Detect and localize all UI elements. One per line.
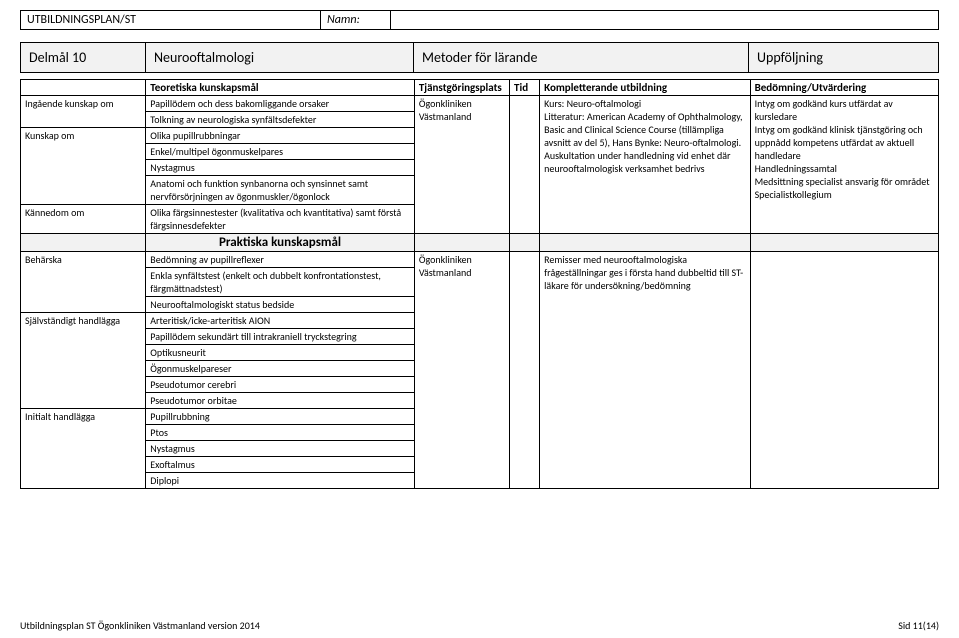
text: Remisser med neurooftalmologiska frågest… (544, 253, 743, 292)
hdr-tjanst: Tjänstgöringsplats (414, 80, 509, 96)
main-table: Teoretiska kunskapsmål Tjänstgöringsplat… (20, 79, 939, 489)
cell-d (510, 96, 540, 234)
cell-c: Ögonkliniken Västmanland (414, 96, 509, 234)
cell-b: Tolkning av neurologiska synfältsdefekte… (146, 112, 415, 128)
text: Litteratur: American Academy of Ophthalm… (544, 110, 742, 149)
band-delmal: Delmål 10 (21, 43, 146, 72)
hdr-kompl: Kompletterande utbildning (540, 80, 750, 96)
cell-b: Pupillrubbning (146, 409, 415, 425)
cell-b: Exoftalmus (146, 457, 415, 473)
text: Ögonkliniken (419, 253, 472, 266)
cell-b: Arteritisk/icke-arteritisk AION (146, 313, 415, 329)
text: Västmanland (419, 110, 472, 123)
footer-left: Utbildningsplan ST Ögonkliniken Västmanl… (20, 619, 260, 632)
cell-b: Bedömning av pupillreflexer (146, 252, 415, 268)
table-row: Behärska Bedömning av pupillreflexer Ögo… (21, 252, 939, 268)
cell-b: Papillödem och dess bakomliggande orsake… (146, 96, 415, 112)
footer-right: Sid 11(14) (898, 619, 939, 632)
praktiska-heading: Praktiska kunskapsmål (146, 234, 415, 252)
name-label: Namn: (321, 11, 391, 29)
cell-a: Självständigt handlägga (21, 313, 146, 409)
cell-b: Ögonmuskelpareser (146, 361, 415, 377)
text: Västmanland (419, 266, 472, 279)
cell-a: Initialt handlägga (21, 409, 146, 489)
cell-b: Pseudotumor orbitae (146, 393, 415, 409)
cell-c (414, 234, 509, 252)
cell-d (510, 252, 540, 489)
hdr-bedom: Bedömning/Utvärdering (750, 80, 938, 96)
cell-b: Pseudotumor cerebri (146, 377, 415, 393)
cell-f: Intyg om godkänd kurs utfärdat av kursle… (750, 96, 938, 234)
band-uppf: Uppföljning (749, 43, 938, 72)
cell-f (750, 252, 938, 489)
text: Intyg om godkänd kurs utfärdat av kursle… (755, 97, 893, 123)
cell-b: Diplopi (146, 473, 415, 489)
cell-b: Olika pupillrubbningar (146, 128, 415, 144)
hdr-teoretiska: Teoretiska kunskapsmål (146, 80, 415, 96)
table-header-row: Teoretiska kunskapsmål Tjänstgöringsplat… (21, 80, 939, 96)
cell-a: Kunskap om (21, 128, 146, 205)
cell-e: Remisser med neurooftalmologiska frågest… (540, 252, 750, 489)
cell-b: Papillödem sekundärt till intrakraniell … (146, 329, 415, 345)
cell-b: Optikusneurit (146, 345, 415, 361)
text: Kurs: Neuro-oftalmologi (544, 97, 641, 110)
text: Specialistkollegium (755, 188, 832, 201)
cell-b: Ptos (146, 425, 415, 441)
text: Medsittning specialist ansvarig för områ… (755, 175, 930, 188)
cell-b: Anatomi och funktion synbanorna och syns… (146, 176, 415, 205)
text: Auskultation under handledning vid enhet… (544, 149, 730, 175)
band-metoder: Metoder för lärande (414, 43, 749, 72)
hdr-tid: Tid (510, 80, 540, 96)
cell-b: Nystagmus (146, 160, 415, 176)
cell-b: Enkla synfältstest (enkelt och dubbelt k… (146, 268, 415, 297)
cell-a: Ingående kunskap om (21, 96, 146, 128)
cell-e: Kurs: Neuro-oftalmologi Litteratur: Amer… (540, 96, 750, 234)
cell-b: Olika färgsinnestester (kvalitativa och … (146, 205, 415, 234)
cell-e (540, 234, 750, 252)
section-band: Delmål 10 Neurooftalmologi Metoder för l… (20, 42, 939, 73)
cell-a (21, 234, 146, 252)
cell-d (510, 234, 540, 252)
table-row: Ingående kunskap om Papillödem och dess … (21, 96, 939, 112)
header-box: UTBILDNINGSPLAN/ST Namn: (20, 10, 939, 30)
footer: Utbildningsplan ST Ögonkliniken Västmanl… (20, 619, 939, 632)
hdr-empty (21, 80, 146, 96)
cell-a: Behärska (21, 252, 146, 313)
text: Ögonkliniken (419, 97, 472, 110)
cell-b: Nystagmus (146, 441, 415, 457)
name-value (391, 11, 938, 29)
text: Handledningssamtal (755, 162, 837, 175)
cell-b: Neurooftalmologiskt status bedside (146, 297, 415, 313)
band-topic: Neurooftalmologi (146, 43, 414, 72)
doc-title: UTBILDNINGSPLAN/ST (21, 11, 321, 29)
text: Intyg om godkänd klinisk tjänstgöring oc… (755, 123, 923, 162)
cell-b: Enkel/multipel ögonmuskelpares (146, 144, 415, 160)
cell-c: Ögonkliniken Västmanland (414, 252, 509, 489)
cell-f (750, 234, 938, 252)
praktiska-row: Praktiska kunskapsmål (21, 234, 939, 252)
cell-a: Kännedom om (21, 205, 146, 234)
